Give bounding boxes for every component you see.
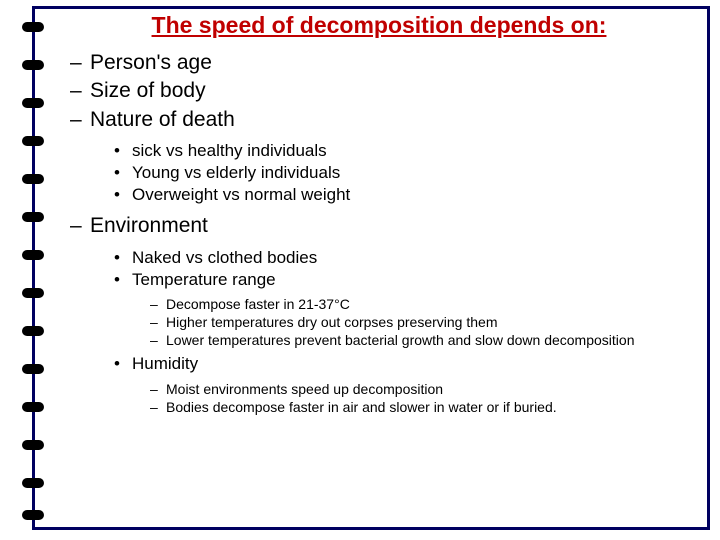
dot-bullet: • — [114, 140, 132, 162]
slide: The speed of decomposition depends on: –… — [0, 0, 720, 540]
list-item: • Naked vs clothed bodies — [114, 247, 700, 269]
dash-bullet: – — [70, 212, 90, 240]
list-item-text: Decompose faster in 21-37°C — [166, 295, 350, 313]
list-item: • Humidity — [114, 353, 700, 375]
list-item: – Environment — [70, 212, 700, 240]
slide-content: The speed of decomposition depends on: –… — [58, 12, 700, 528]
dash-bullet: – — [150, 295, 166, 313]
list-item: • sick vs healthy individuals — [114, 140, 700, 162]
list-item-text: Size of body — [90, 77, 206, 105]
dot-bullet: • — [114, 269, 132, 291]
list-item-text: sick vs healthy individuals — [132, 140, 327, 162]
list-item: – Nature of death — [70, 106, 700, 134]
list-item-text: Nature of death — [90, 106, 235, 134]
list-item: • Young vs elderly individuals — [114, 162, 700, 184]
list-item-text: Environment — [90, 212, 208, 240]
binder-ring — [22, 440, 44, 450]
dash-bullet: – — [150, 313, 166, 331]
dash-bullet: – — [150, 380, 166, 398]
list-item-text: Humidity — [132, 353, 198, 375]
binder-ring — [22, 364, 44, 374]
dash-bullet: – — [70, 106, 90, 134]
list-item-text: Overweight vs normal weight — [132, 184, 350, 206]
list-item: – Higher temperatures dry out corpses pr… — [150, 313, 700, 331]
binder-ring — [22, 510, 44, 520]
dash-bullet: – — [70, 49, 90, 77]
binder-ring — [22, 98, 44, 108]
dash-bullet: – — [150, 398, 166, 416]
list-item-text: Person's age — [90, 49, 212, 77]
list-item: – Lower temperatures prevent bacterial g… — [150, 331, 700, 349]
list-item: – Size of body — [70, 77, 700, 105]
binder-ring — [22, 478, 44, 488]
binder-ring — [22, 402, 44, 412]
list-item: – Decompose faster in 21-37°C — [150, 295, 700, 313]
list-item: – Person's age — [70, 49, 700, 77]
slide-title: The speed of decomposition depends on: — [58, 12, 700, 39]
binder-ring — [22, 288, 44, 298]
list-item: – Moist environments speed up decomposit… — [150, 380, 700, 398]
binder-ring — [22, 212, 44, 222]
list-item-text: Bodies decompose faster in air and slowe… — [166, 398, 557, 416]
binder-ring — [22, 250, 44, 260]
list-item-text: Young vs elderly individuals — [132, 162, 340, 184]
list-item-text: Temperature range — [132, 269, 276, 291]
binder-ring — [22, 174, 44, 184]
dash-bullet: – — [150, 331, 166, 349]
binder-ring — [22, 22, 44, 32]
list-item-text: Naked vs clothed bodies — [132, 247, 317, 269]
list-item-text: Moist environments speed up decompositio… — [166, 380, 443, 398]
dot-bullet: • — [114, 162, 132, 184]
list-item-text: Higher temperatures dry out corpses pres… — [166, 313, 497, 331]
list-item: • Temperature range — [114, 269, 700, 291]
dot-bullet: • — [114, 184, 132, 206]
binder-ring — [22, 136, 44, 146]
list-item: – Bodies decompose faster in air and slo… — [150, 398, 700, 416]
binder-ring — [22, 60, 44, 70]
dot-bullet: • — [114, 353, 132, 375]
dot-bullet: • — [114, 247, 132, 269]
list-item: • Overweight vs normal weight — [114, 184, 700, 206]
dash-bullet: – — [70, 77, 90, 105]
binder-ring — [22, 326, 44, 336]
list-item-text: Lower temperatures prevent bacterial gro… — [166, 331, 634, 349]
